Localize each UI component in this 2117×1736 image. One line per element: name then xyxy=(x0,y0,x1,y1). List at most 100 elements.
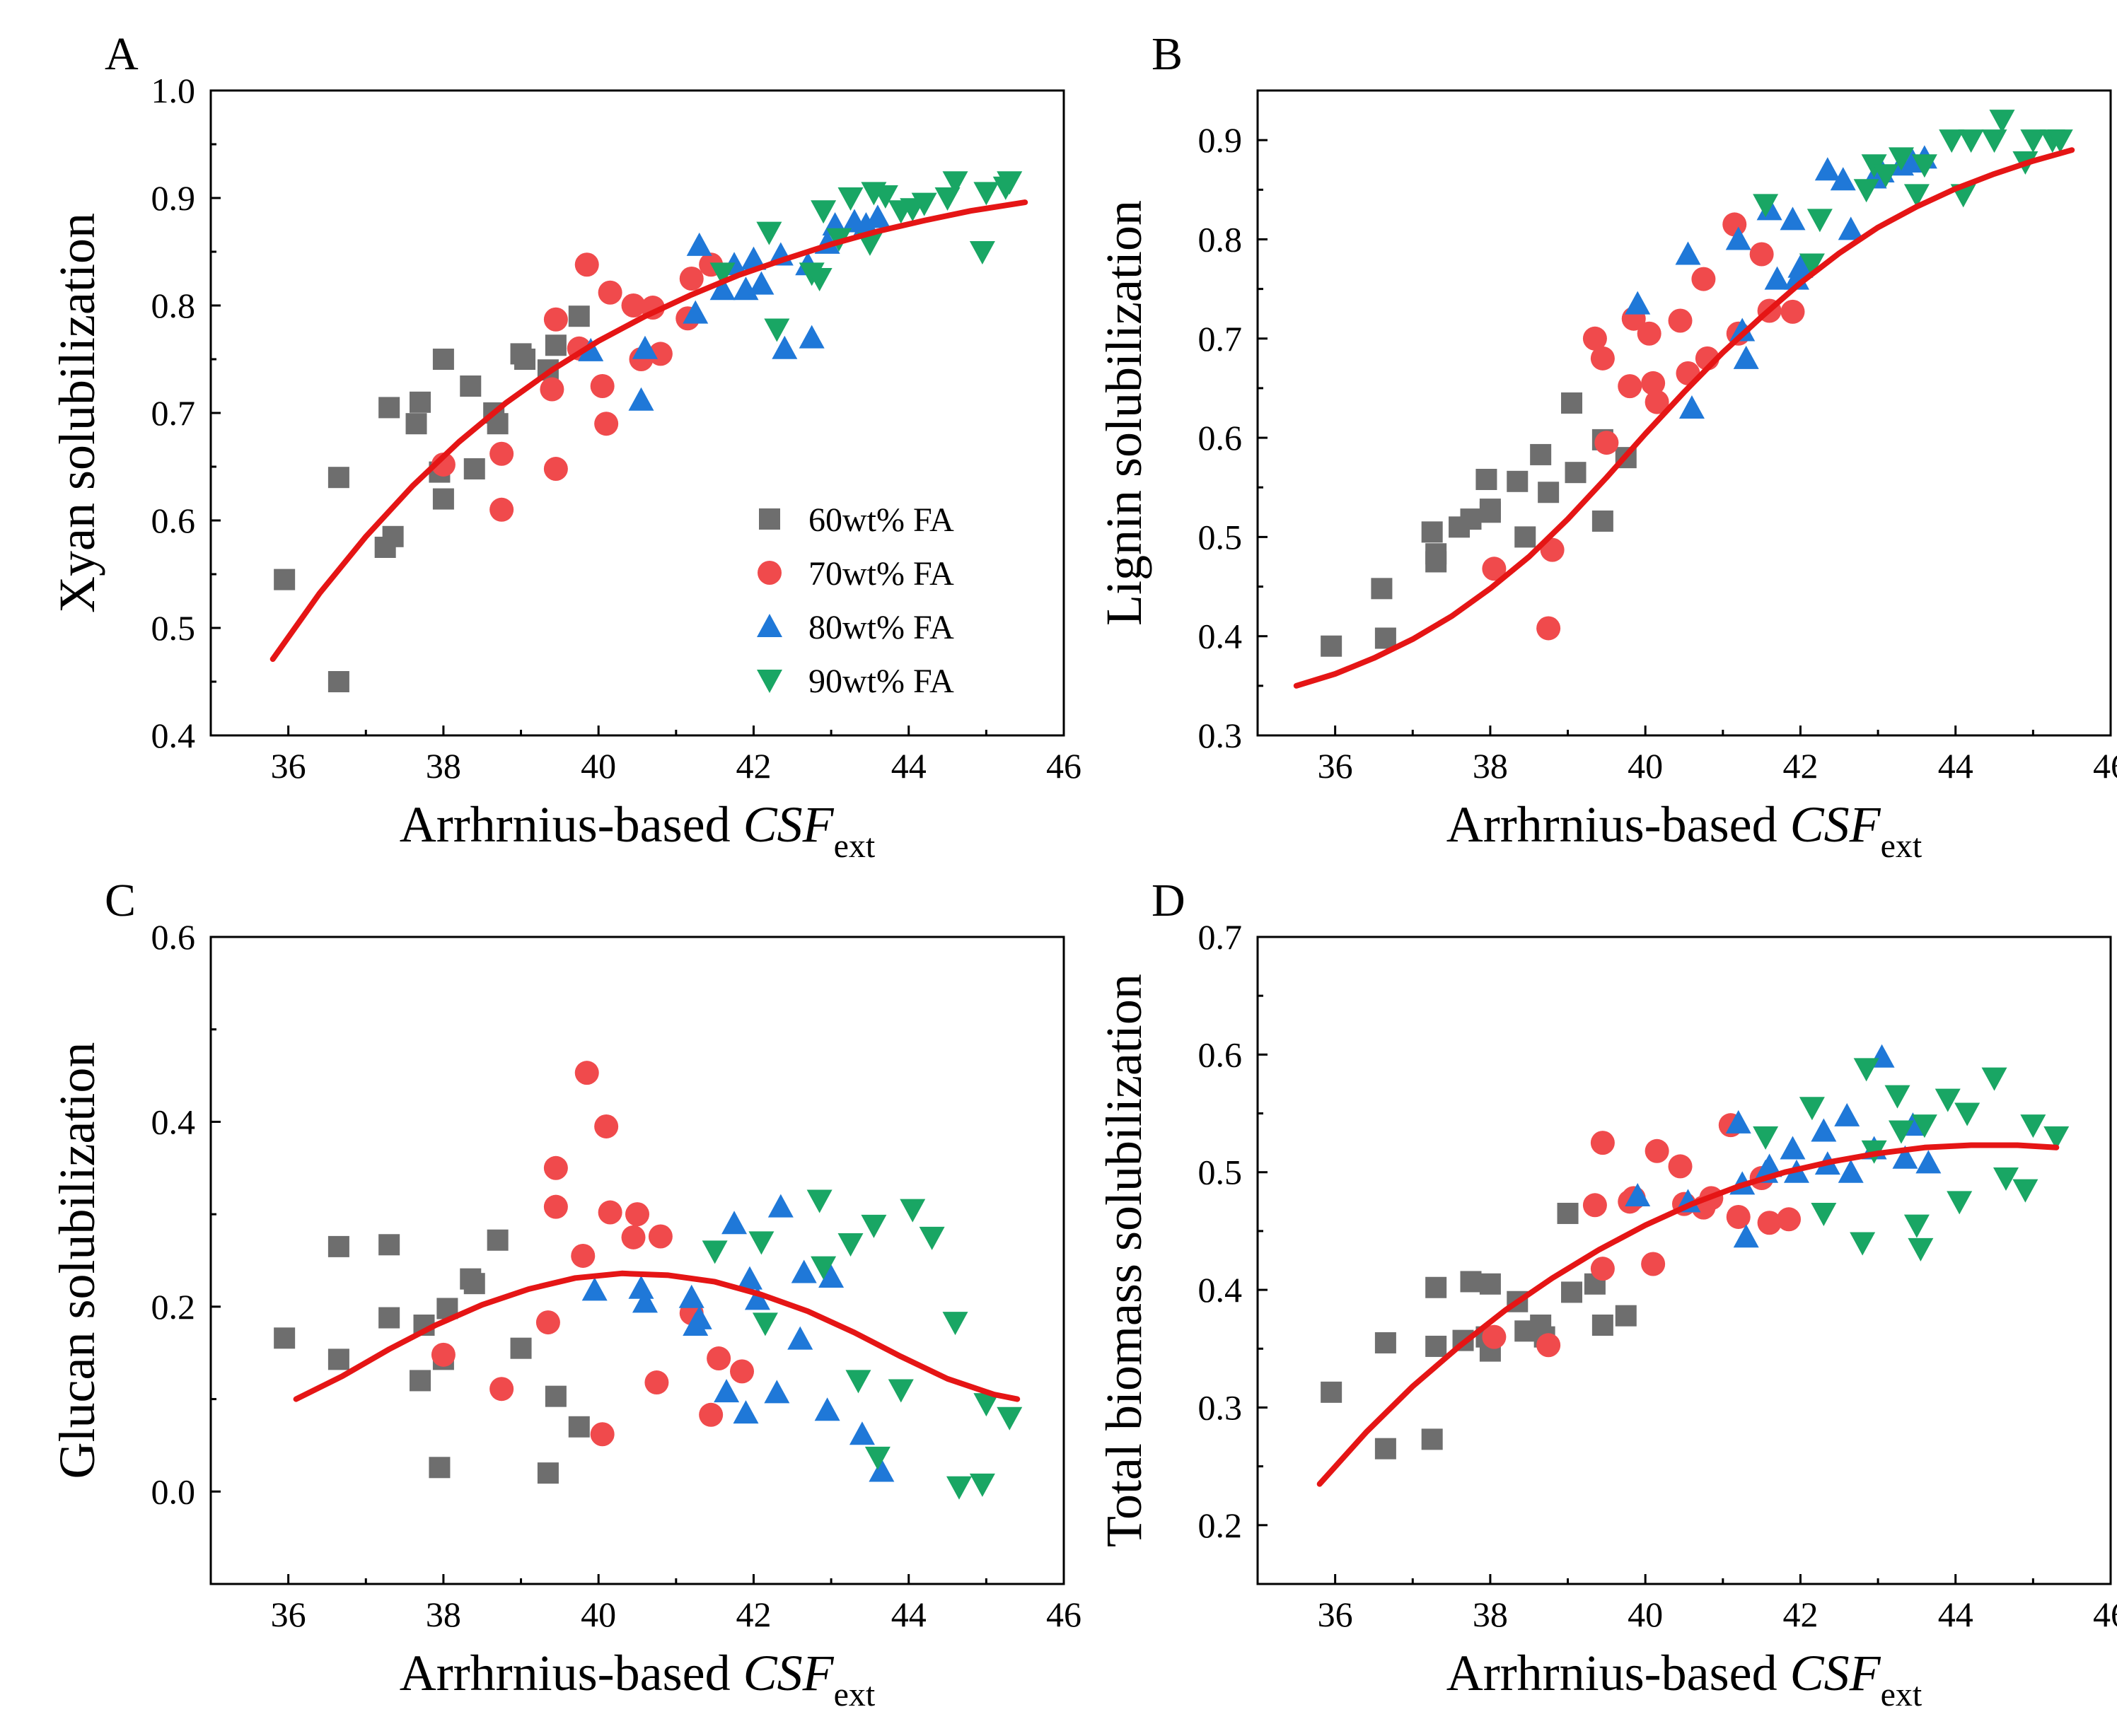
x-tick-label: 40 xyxy=(581,1595,616,1634)
data-point xyxy=(1591,510,1613,532)
data-point xyxy=(1582,1193,1607,1218)
data-point xyxy=(1908,1237,1934,1262)
data-point xyxy=(1582,326,1607,351)
data-point xyxy=(1591,1315,1613,1336)
data-point xyxy=(463,458,485,480)
series-triangle-up xyxy=(581,1194,895,1482)
data-point xyxy=(1806,209,1833,233)
data-point xyxy=(537,1462,559,1484)
data-point xyxy=(628,1275,654,1299)
series-square xyxy=(1321,392,1637,657)
x-tick-label: 38 xyxy=(1473,746,1508,786)
data-point xyxy=(1678,395,1705,419)
data-point xyxy=(1838,1159,1864,1183)
data-point xyxy=(2043,1126,2070,1150)
data-point xyxy=(594,1114,619,1138)
chart-panel-d: D 36 38 40 42 44 46 0.2 0.3 0.4 0.5 0.6 0.7 Arrhrnius… xyxy=(1096,875,2117,1713)
data-point xyxy=(1645,390,1669,414)
data-point xyxy=(1850,1232,1876,1256)
data-point xyxy=(590,374,615,398)
data-point xyxy=(1675,241,1701,265)
data-point xyxy=(1853,179,1879,203)
data-point xyxy=(748,1231,775,1255)
y-axis-title: Total biomass solubilization xyxy=(1096,974,1152,1547)
plot-frame xyxy=(1256,936,2112,1585)
data-point xyxy=(594,412,619,436)
data-point xyxy=(1565,462,1587,484)
data-point xyxy=(1993,1167,2019,1192)
data-point xyxy=(590,1422,615,1447)
data-point xyxy=(849,1421,875,1445)
fit-curve xyxy=(269,199,1028,663)
y-tick-label: 0.8 xyxy=(151,286,196,325)
data-point xyxy=(648,342,673,366)
plot-frame xyxy=(1256,89,2112,737)
legend: 60wt% FA 70wt% FA 80wt% FA 90wt% FA xyxy=(757,501,954,700)
data-point xyxy=(1811,1118,1837,1142)
data-point xyxy=(410,391,431,413)
data-point xyxy=(378,1234,400,1256)
data-point xyxy=(733,1400,759,1424)
panel-letter: B xyxy=(1152,28,1183,80)
data-point xyxy=(1780,206,1806,231)
legend-label: 60wt% FA xyxy=(808,501,954,539)
data-point xyxy=(857,232,883,256)
data-point xyxy=(744,1286,770,1310)
data-point xyxy=(714,1379,740,1403)
legend-marker xyxy=(759,508,780,530)
data-point xyxy=(545,334,567,356)
x-axis-title-text: Arrhrnius-based xyxy=(400,1645,731,1701)
data-point xyxy=(997,1406,1023,1431)
fit-curve xyxy=(1316,1142,2060,1487)
data-point xyxy=(799,325,825,349)
data-point xyxy=(489,1377,514,1402)
data-point xyxy=(888,1379,914,1403)
data-point xyxy=(767,1194,794,1218)
data-point xyxy=(628,387,654,411)
x-axis-title-subscript: ext xyxy=(1881,827,1922,865)
data-point xyxy=(1892,1145,1918,1169)
data-point xyxy=(837,1233,864,1257)
data-point xyxy=(632,1289,658,1313)
x-tick-label: 44 xyxy=(1938,1595,1973,1634)
data-point xyxy=(632,335,658,359)
data-point xyxy=(274,1327,296,1349)
data-point xyxy=(934,187,961,211)
data-point xyxy=(545,1385,567,1407)
legend-marker xyxy=(758,561,782,585)
data-point xyxy=(1935,1088,1961,1112)
data-point xyxy=(1722,212,1747,237)
data-point xyxy=(1691,267,1716,291)
x-tick-label: 40 xyxy=(1628,746,1663,786)
y-tick-label: 0.4 xyxy=(151,1102,196,1141)
data-point xyxy=(598,280,622,305)
data-point xyxy=(764,318,790,342)
data-point xyxy=(1780,299,1805,324)
data-point xyxy=(1625,291,1651,315)
data-point xyxy=(1981,1067,2007,1091)
data-point xyxy=(1590,346,1615,371)
data-point xyxy=(1888,147,1914,171)
y-tick-label: 0.3 xyxy=(1198,1387,1243,1427)
data-point xyxy=(1507,470,1529,492)
x-tick-label: 46 xyxy=(2093,1595,2117,1634)
data-point xyxy=(1947,1191,1973,1215)
data-point xyxy=(571,1243,596,1268)
fit-curve xyxy=(1293,147,2075,689)
data-point xyxy=(686,1305,712,1329)
data-point xyxy=(460,375,482,397)
data-point xyxy=(1482,1324,1507,1349)
data-point xyxy=(709,262,736,286)
data-point xyxy=(919,1226,945,1250)
data-point xyxy=(1958,129,1984,153)
data-point xyxy=(1911,154,1937,178)
x-tick-label: 40 xyxy=(1628,1595,1663,1634)
data-point xyxy=(1733,345,1759,369)
data-point xyxy=(327,671,349,692)
data-point xyxy=(942,171,968,195)
data-point xyxy=(598,1200,622,1225)
data-point xyxy=(274,569,296,590)
panel-letter: D xyxy=(1152,875,1185,926)
data-point xyxy=(410,1370,431,1392)
data-point xyxy=(1668,1154,1693,1179)
